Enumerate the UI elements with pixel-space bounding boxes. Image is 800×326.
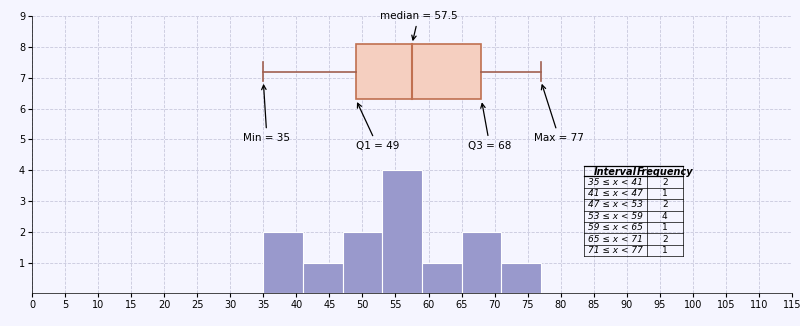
Bar (422, 263, 462, 293)
Text: 1: 1 (662, 189, 668, 198)
Text: 2: 2 (662, 235, 667, 244)
Text: 35 ≤ x < 41: 35 ≤ x < 41 (588, 178, 642, 187)
Text: Min = 35: Min = 35 (243, 85, 290, 143)
Text: 71 ≤ x < 77: 71 ≤ x < 77 (588, 246, 642, 255)
Text: Interval: Interval (594, 167, 637, 177)
Bar (263, 232, 303, 293)
Text: 1: 1 (662, 223, 668, 232)
Text: Q3 = 68: Q3 = 68 (468, 104, 511, 151)
Text: 1: 1 (662, 246, 668, 255)
Text: 47 ≤ x < 53: 47 ≤ x < 53 (588, 200, 642, 209)
Text: 65 ≤ x < 71: 65 ≤ x < 71 (588, 235, 642, 244)
Text: Max = 77: Max = 77 (534, 85, 584, 143)
Bar (303, 263, 342, 293)
Bar (462, 232, 502, 293)
Text: 4: 4 (662, 212, 667, 221)
Text: Frequency: Frequency (637, 167, 693, 177)
Text: 2: 2 (662, 178, 667, 187)
Bar (502, 263, 541, 293)
Text: Q1 = 49: Q1 = 49 (356, 103, 399, 151)
Text: 59 ≤ x < 65: 59 ≤ x < 65 (588, 223, 642, 232)
Bar (382, 170, 422, 293)
Bar (356, 44, 482, 99)
Text: 53 ≤ x < 59: 53 ≤ x < 59 (588, 212, 642, 221)
Text: median = 57.5: median = 57.5 (380, 11, 458, 40)
Text: 41 ≤ x < 47: 41 ≤ x < 47 (588, 189, 642, 198)
Bar (342, 232, 382, 293)
Text: 2: 2 (662, 200, 667, 209)
